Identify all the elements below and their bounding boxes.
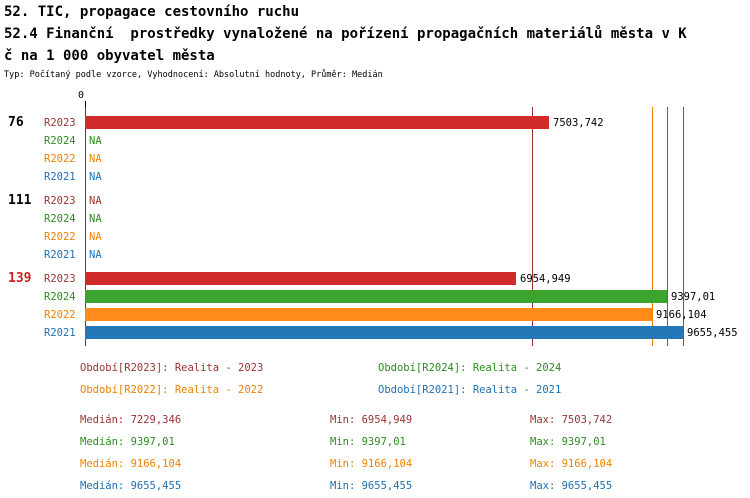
x-axis-tick	[85, 101, 86, 107]
chart-row: R2024 9397,01	[0, 288, 750, 306]
bar-chart: 0 76 R2023 7503,742 R2024 NA R2022 NA R2021 NA 111…	[0, 90, 750, 352]
series-label: R2022	[44, 309, 76, 321]
chart-row: R2024 NA	[0, 210, 750, 228]
chart-stats: Medián: 7229,346 Min: 6954,949 Max: 7503,7…	[0, 414, 750, 498]
stat-median-R2022: Medián: 9166,104	[80, 458, 182, 470]
title-line-3: č na 1 000 obyvatel města	[4, 48, 215, 64]
group-label: 139	[8, 271, 32, 286]
legend-item-R2022: Období[R2022]: Realita - 2022	[80, 384, 264, 396]
zero-axis-line	[85, 107, 86, 346]
median-line-R2021	[683, 107, 684, 346]
stat-min-R2023: Min: 6954,949	[330, 414, 413, 426]
series-label: R2022	[44, 231, 76, 243]
series-label: R2023	[44, 117, 76, 129]
legend-item-R2021: Období[R2021]: Realita - 2021	[378, 384, 562, 396]
median-line-R2024	[667, 107, 668, 346]
stat-max-R2021: Max: 9655,455	[530, 480, 613, 492]
na-label: NA	[89, 231, 102, 243]
na-label: NA	[89, 171, 102, 183]
legend-item-R2024: Období[R2024]: Realita - 2024	[378, 362, 562, 374]
series-label: R2021	[44, 171, 76, 183]
stat-median-R2023: Medián: 7229,346	[80, 414, 182, 426]
series-label: R2022	[44, 153, 76, 165]
na-label: NA	[89, 135, 102, 147]
bar-value-label: 6954,949	[520, 273, 571, 285]
stat-max-R2022: Max: 9166,104	[530, 458, 613, 470]
series-label: R2021	[44, 327, 76, 339]
na-label: NA	[89, 153, 102, 165]
na-label: NA	[89, 249, 102, 261]
stat-min-R2021: Min: 9655,455	[330, 480, 413, 492]
stat-max-R2024: Max: 9397,01	[530, 436, 606, 448]
stat-median-R2024: Medián: 9397,01	[80, 436, 175, 448]
stat-max-R2023: Max: 7503,742	[530, 414, 613, 426]
series-label: R2024	[44, 213, 76, 225]
bar-value-label: 9397,01	[671, 291, 716, 303]
group-label: 76	[8, 115, 24, 130]
na-label: NA	[89, 195, 102, 207]
title-line-1: 52. TIC, propagace cestovního ruchu	[4, 4, 300, 20]
title-line-2: 52.4 Finanční prostředky vynaložené na p…	[4, 26, 687, 42]
series-label: R2023	[44, 195, 76, 207]
chart-meta: Typ: Počítaný podle vzorce, Vyhodnocení:…	[4, 70, 383, 80]
x-axis-zero-label: 0	[78, 90, 85, 101]
chart-row: R2022 NA	[0, 228, 750, 246]
na-label: NA	[89, 213, 102, 225]
median-line-R2022	[652, 107, 653, 346]
chart-row: R2022 9166,104	[0, 306, 750, 324]
stat-min-R2022: Min: 9166,104	[330, 458, 413, 470]
bar	[85, 290, 667, 303]
stat-median-R2021: Medián: 9655,455	[80, 480, 182, 492]
chart-row: R2021 9655,455	[0, 324, 750, 342]
chart-row: R2024 NA	[0, 132, 750, 150]
chart-row: R2023 7503,742	[0, 114, 750, 132]
series-label: R2023	[44, 273, 76, 285]
bar	[85, 308, 652, 321]
chart-row: R2023 6954,949	[0, 270, 750, 288]
group-label: 111	[8, 193, 32, 208]
bar	[85, 326, 683, 339]
legend-item-R2023: Období[R2023]: Realita - 2023	[80, 362, 264, 374]
chart-legend: Období[R2023]: Realita - 2023 Období[R202…	[0, 362, 750, 408]
chart-row: R2021 NA	[0, 168, 750, 186]
bar-value-label: 9655,455	[687, 327, 738, 339]
series-label: R2024	[44, 291, 76, 303]
stat-min-R2024: Min: 9397,01	[330, 436, 406, 448]
chart-row: R2021 NA	[0, 246, 750, 264]
bar	[85, 272, 516, 285]
series-label: R2024	[44, 135, 76, 147]
chart-row: R2022 NA	[0, 150, 750, 168]
median-line-R2023	[532, 107, 533, 346]
bar	[85, 116, 549, 129]
bar-value-label: 9166,104	[656, 309, 707, 321]
chart-row: R2023 NA	[0, 192, 750, 210]
bar-value-label: 7503,742	[553, 117, 604, 129]
series-label: R2021	[44, 249, 76, 261]
